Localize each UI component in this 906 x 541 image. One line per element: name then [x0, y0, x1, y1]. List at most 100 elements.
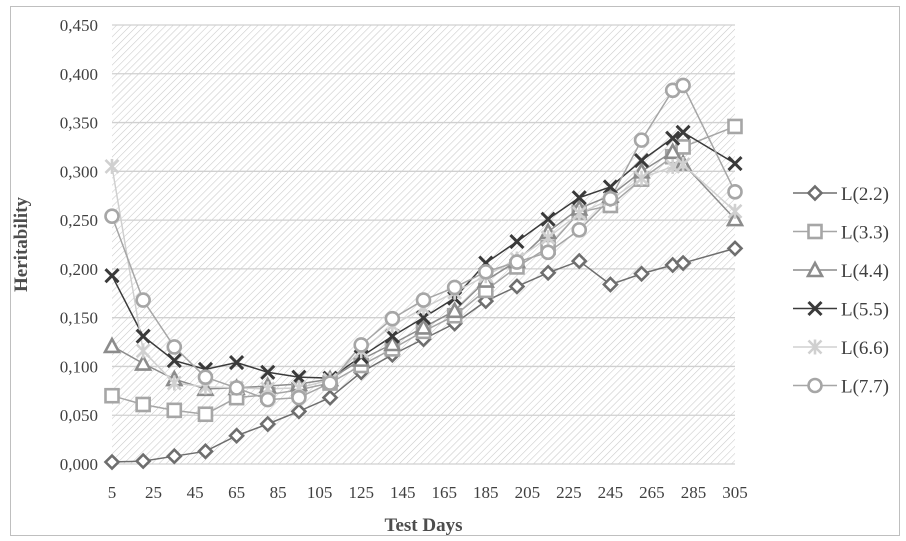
- data-point-s6: [322, 375, 338, 391]
- x-tick-label: 205: [515, 483, 541, 502]
- data-point-s1: [539, 264, 557, 282]
- data-point-s1: [602, 276, 619, 293]
- data-point-s6: [727, 184, 743, 200]
- data-point-s5: [634, 170, 649, 186]
- data-point-s4: [675, 124, 691, 140]
- data-point-s6: [415, 292, 432, 308]
- data-point-s4: [633, 153, 650, 169]
- data-point-s6: [197, 369, 214, 385]
- data-point-s2: [166, 402, 183, 419]
- data-point-s1: [134, 452, 152, 470]
- legend-label: L(6.6): [841, 338, 889, 359]
- data-point-s4: [665, 130, 681, 146]
- data-point-s4: [260, 364, 276, 380]
- legend-label: L(5.5): [841, 300, 889, 321]
- data-point-s1: [633, 265, 650, 283]
- data-point-s6: [571, 222, 588, 238]
- data-point-s5: [104, 158, 120, 174]
- x-tick-label: 305: [722, 483, 748, 502]
- data-point-s1: [570, 252, 588, 270]
- y-tick-label: 0,150: [60, 309, 98, 328]
- x-tick-label: 5: [108, 483, 117, 502]
- data-point-s2: [727, 118, 743, 135]
- data-point-s3: [663, 142, 682, 160]
- legend-label: L(2.2): [841, 184, 889, 205]
- data-point-s6: [291, 389, 307, 406]
- data-point-s6: [477, 264, 494, 280]
- data-point-s4: [727, 155, 743, 172]
- y-tick-label: 0,250: [60, 211, 98, 230]
- data-point-s4: [540, 211, 556, 227]
- legend-marker: [807, 339, 823, 355]
- legend-marker: [807, 377, 823, 394]
- data-point-s6: [509, 254, 525, 270]
- x-tick-label: 265: [639, 483, 665, 502]
- x-tick-label: 165: [432, 483, 458, 502]
- data-point-s1: [103, 453, 121, 471]
- data-point-s6: [353, 337, 370, 353]
- data-point-s6: [135, 292, 151, 308]
- x-tick-label: 85: [270, 483, 287, 502]
- data-point-s6: [675, 77, 691, 94]
- data-point-s5: [571, 205, 587, 221]
- data-point-s6: [104, 208, 120, 225]
- y-tick-label: 0,050: [60, 406, 98, 425]
- data-point-s6: [166, 339, 183, 355]
- data-point-s6: [633, 132, 650, 148]
- x-tick-label: 45: [187, 483, 204, 502]
- y-tick-label: 0,350: [60, 114, 98, 133]
- data-point-s2: [197, 406, 214, 423]
- data-point-s6: [384, 310, 401, 327]
- data-point-s1: [726, 240, 744, 257]
- y-tick-label: 0,450: [60, 16, 98, 35]
- x-tick-label: 25: [145, 483, 162, 502]
- data-point-s5: [540, 230, 556, 246]
- x-axis-title: Test Days: [385, 515, 463, 536]
- x-tick-label: 285: [681, 483, 707, 502]
- legend-marker: [806, 184, 824, 202]
- x-tick-label: 125: [348, 483, 374, 502]
- data-point-s4: [104, 268, 120, 284]
- data-point-s2: [135, 396, 151, 413]
- data-point-s5: [166, 375, 182, 391]
- data-point-s4: [166, 353, 182, 369]
- data-point-s4: [291, 369, 307, 385]
- plot-area: [112, 25, 735, 464]
- data-point-s1: [259, 415, 277, 433]
- data-point-s4: [229, 354, 245, 371]
- data-point-s3: [445, 301, 464, 319]
- data-point-s3: [383, 334, 402, 352]
- legend-marker: [807, 223, 823, 240]
- legend-label: L(3.3): [841, 223, 889, 244]
- data-point-s4: [509, 234, 525, 250]
- x-tick-label: 145: [390, 483, 416, 502]
- data-point-s1: [165, 447, 183, 465]
- data-point-s3: [414, 317, 433, 335]
- y-tick-label: 0,000: [60, 455, 98, 474]
- data-point-s4: [384, 328, 400, 344]
- data-point-s1: [508, 278, 526, 295]
- x-tick-label: 225: [556, 483, 582, 502]
- y-axis-title: Heritability: [11, 197, 32, 292]
- data-point-s5: [727, 203, 743, 219]
- legend-label: L(4.4): [841, 261, 889, 282]
- data-point-s5: [675, 157, 691, 173]
- data-point-s6: [228, 380, 245, 396]
- data-point-s3: [133, 353, 153, 371]
- data-point-s6: [259, 391, 276, 408]
- y-tick-label: 0,200: [60, 260, 98, 279]
- data-point-s3: [102, 336, 122, 354]
- legend-marker: [807, 300, 823, 317]
- data-point-s1: [197, 442, 214, 460]
- data-point-s1: [321, 389, 339, 407]
- data-point-s1: [290, 402, 308, 420]
- data-point-s5: [135, 343, 151, 359]
- x-tick-label: 245: [598, 483, 624, 502]
- y-tick-label: 0,100: [60, 357, 98, 376]
- legend-marker: [805, 260, 825, 278]
- x-tick-label: 65: [228, 483, 245, 502]
- data-point-s2: [104, 387, 120, 404]
- y-tick-label: 0,400: [60, 65, 98, 84]
- data-point-s6: [540, 244, 556, 261]
